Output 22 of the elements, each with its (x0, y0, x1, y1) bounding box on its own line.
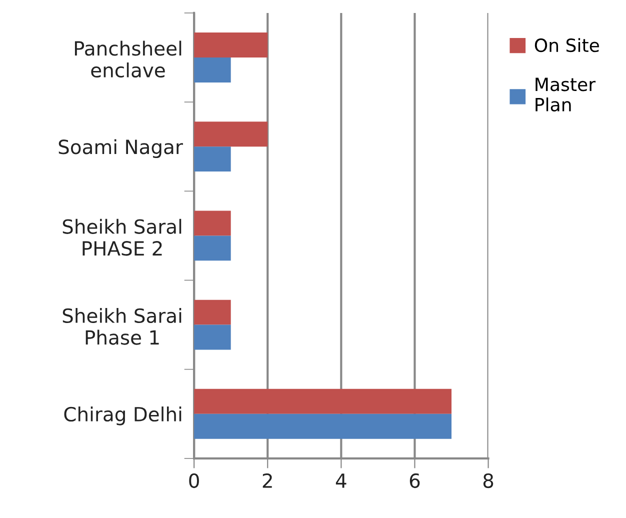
bar (194, 388, 452, 414)
x-tick-label: 4 (336, 474, 346, 488)
bar (194, 414, 452, 439)
y-tick-label: Sheikh Saral PHASE 2 (62, 218, 182, 256)
x-tick-label: 0 (189, 473, 199, 488)
y-tick-label: Chirag Delhi (64, 406, 182, 426)
x-tick-label: 6 (410, 473, 420, 488)
x-tick-label: 8 (483, 473, 494, 488)
bar (194, 32, 268, 58)
x-tick-label: 2 (262, 473, 272, 488)
legend-label: On Site (534, 38, 599, 52)
bar (194, 210, 231, 236)
bar (194, 324, 231, 350)
y-tick-label: Sheikh Sarai Phase 1 (62, 308, 182, 345)
bar (194, 58, 231, 82)
y-tick-label: Panchsheel enclave (74, 40, 182, 78)
bar (194, 122, 268, 147)
bar (194, 236, 231, 261)
bar (194, 300, 231, 325)
legend-label: Master Plan (536, 78, 596, 112)
bar (194, 146, 231, 172)
y-tick-label: Soami Nagar (58, 139, 183, 158)
